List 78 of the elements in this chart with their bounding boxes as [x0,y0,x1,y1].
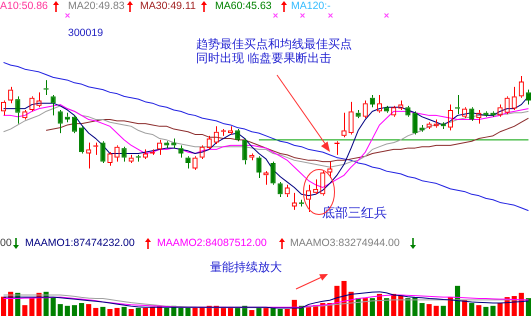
bar [426,304,432,316]
bar [29,298,34,316]
bar [469,303,474,316]
bar [284,308,290,316]
bar [185,308,191,316]
candlestick [278,182,283,198]
bar [142,308,148,316]
candlestick [235,128,240,142]
bar [270,308,276,316]
bar [362,298,368,316]
candlestick [100,140,106,164]
text: 量能持续放大 [210,260,282,274]
candlestick [370,94,375,108]
candlestick [72,114,78,134]
bar [79,303,84,316]
bar [405,298,410,316]
bar [72,305,78,316]
candlestick [384,105,390,114]
text: A10:50.86 [0,0,48,13]
bar [178,308,184,316]
candlestick [15,96,20,124]
bar [249,310,254,316]
bar [86,304,92,316]
candlestick [490,110,496,118]
bar [164,308,170,316]
bar [122,306,127,316]
bar [434,306,439,316]
text: 300019 [68,27,104,40]
bar [483,306,488,316]
candlestick [242,138,248,165]
candlestick [122,146,127,162]
text: MAAMO1:87474232.00 [25,237,135,250]
candlestick [79,126,84,154]
bar [22,305,28,316]
candlestick [50,94,56,116]
text: MA120:- [291,0,331,13]
bar [498,303,503,316]
bar [136,308,141,316]
candlestick [412,110,418,135]
text: 趋势最佳买点和均线最佳买点同时出现 临盘要果断出击 [196,37,353,65]
bar [128,308,134,316]
candlestick [256,156,262,178]
bar [420,303,425,316]
bar [192,308,198,316]
bar [150,306,156,316]
candlestick [178,144,184,158]
bar [93,308,98,316]
candlestick [270,161,276,186]
candlestick [171,138,176,149]
bar [263,308,269,316]
annotation: 底部三红兵 [322,205,387,220]
candlestick [58,109,63,134]
bar [278,308,283,316]
bar [100,306,106,316]
candlestick [420,124,425,132]
bar [107,308,112,316]
bar [384,298,390,316]
candlestick [185,156,191,169]
text: MAAMO2:84087512.00 [157,237,267,250]
bar [490,306,496,316]
bar [526,298,532,316]
bar [370,298,375,316]
text: MA60:45.63 [215,0,272,13]
text: MAAMO3:83274944.00 [290,237,400,250]
text: 00 [0,237,12,250]
candlestick [405,105,410,118]
bar [114,308,120,316]
bar [476,305,482,316]
bar [448,297,453,316]
bar [256,308,262,316]
candlestick [469,106,474,122]
bar [0,296,6,316]
candlestick [440,122,446,130]
bar [64,306,70,316]
text: MA20:49.83 [68,0,125,13]
bar [440,306,446,316]
text: MA30:49.11 [140,0,196,13]
candlestick [483,110,488,118]
